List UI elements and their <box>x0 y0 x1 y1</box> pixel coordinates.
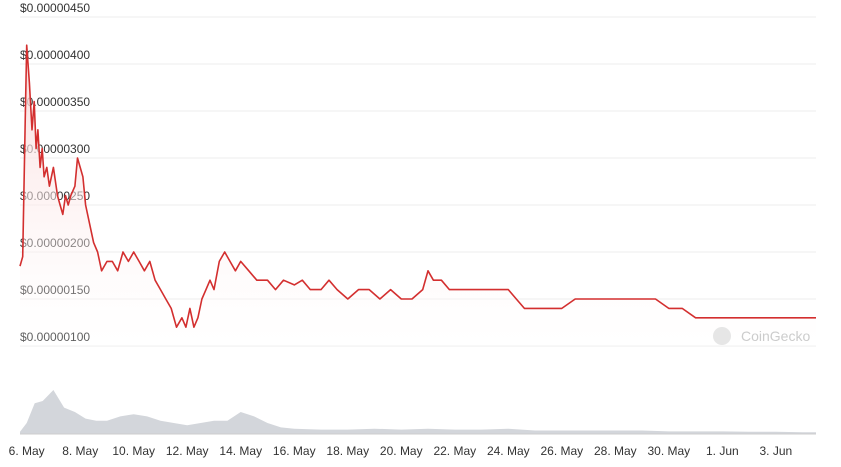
x-tick-label: 1. Jun <box>706 444 739 458</box>
x-tick-label: 14. May <box>219 444 262 458</box>
x-tick-label: 18. May <box>326 444 369 458</box>
x-tick-label: 3. Jun <box>760 444 793 458</box>
y-tick-label: $0.00000400 <box>20 48 90 62</box>
x-tick-label: 16. May <box>273 444 316 458</box>
x-tick-label: 12. May <box>166 444 209 458</box>
x-tick-label: 6. May <box>9 444 45 458</box>
x-tick-label: 10. May <box>112 444 155 458</box>
price-line-group <box>19 44 816 328</box>
volume-area-group <box>20 390 816 435</box>
price-series-line <box>19 44 816 328</box>
x-axis-ticks: 6. May 8. May 10. May 12. May 14. May 16. May… <box>9 444 793 458</box>
x-tick-label: 24. May <box>487 444 530 458</box>
volume-area <box>20 390 816 434</box>
x-tick-label: 28. May <box>594 444 637 458</box>
x-tick-label: 8. May <box>62 444 98 458</box>
x-tick-label: 20. May <box>380 444 423 458</box>
x-tick-label: 22. May <box>433 444 476 458</box>
watermark: CoinGecko <box>713 327 810 345</box>
price-area-fill <box>20 45 816 346</box>
y-tick-label: $0.00000350 <box>20 95 90 109</box>
price-area <box>20 45 816 346</box>
y-tick-label: $0.00000450 <box>20 1 90 15</box>
x-tick-label: 26. May <box>540 444 583 458</box>
x-tick-label: 30. May <box>647 444 690 458</box>
watermark-logo-icon <box>713 327 731 345</box>
watermark-text: CoinGecko <box>741 328 810 344</box>
